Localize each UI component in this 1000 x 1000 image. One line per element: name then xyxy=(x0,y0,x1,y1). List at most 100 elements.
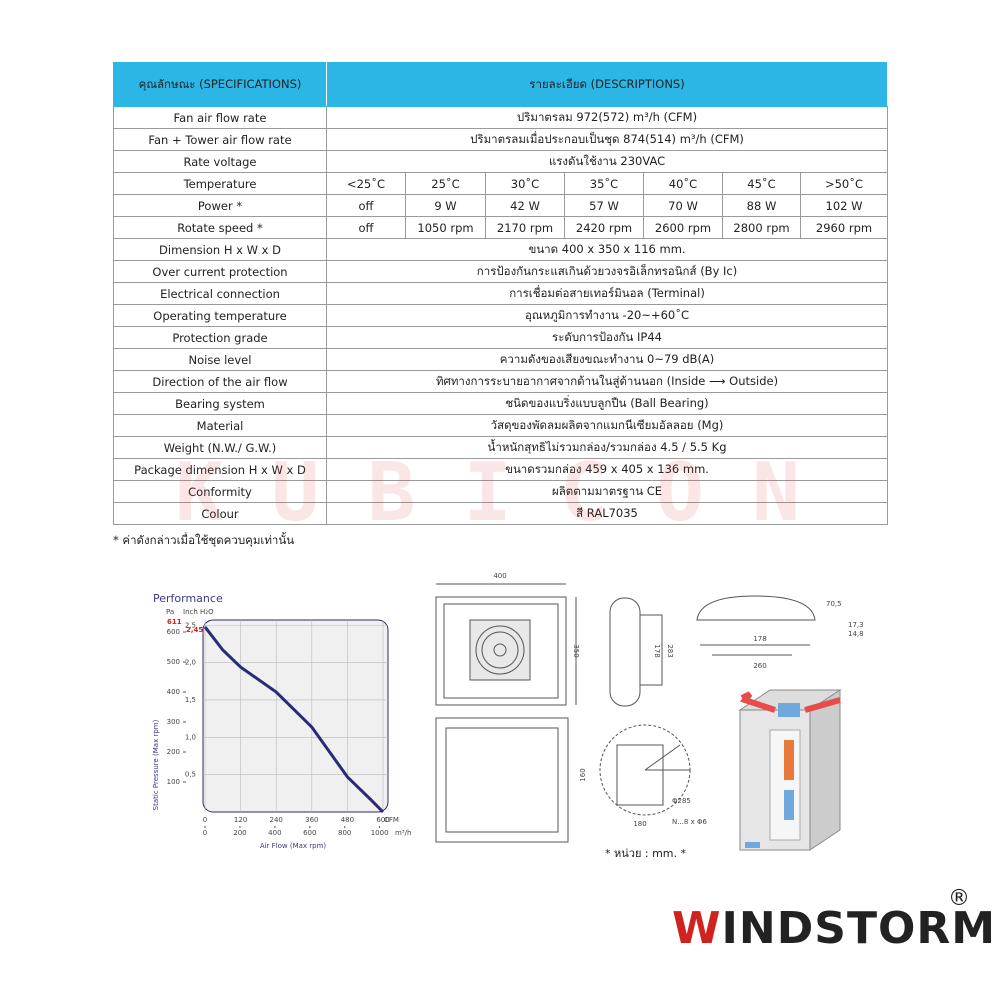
value-cell: 30˚C xyxy=(485,172,565,195)
dim-label: 160 xyxy=(579,768,587,781)
dim-label: 178 xyxy=(753,635,766,643)
row-label: Protection grade xyxy=(113,326,327,349)
brand-logo: WINDSTORM xyxy=(672,903,997,954)
table-row: Material วัสดุของพัดลมผลิตจากแมกนีเซียมอั… xyxy=(113,414,889,437)
value-cell: 2420 rpm xyxy=(564,216,644,239)
row-label: Colour xyxy=(113,502,327,525)
spec-table: คุณลักษณะ (SPECIFICATIONS) รายละเอียด (DE… xyxy=(113,62,889,525)
y-axis-label: Static Pressure (Max rpm) xyxy=(152,719,160,810)
y-tick-label: 200 xyxy=(167,748,180,756)
table-row: Bearing system ชนิดของแบริ่งแบบลูกปืน (Ba… xyxy=(113,392,889,415)
table-row: Colour สี RAL7035 xyxy=(113,502,889,525)
unit-cfm: CFM xyxy=(384,816,399,824)
unit-pa: Pa xyxy=(166,608,174,616)
table-row: Operating temperature อุณหภูมิการทำงาน -2… xyxy=(113,304,889,327)
brand-mark: ® xyxy=(948,886,970,911)
description-cell: วัสดุของพัดลมผลิตจากแมกนีเซียมอัลลอย (Mg… xyxy=(325,414,889,437)
dim-label: 180 xyxy=(633,820,646,828)
value-cell: 2170 rpm xyxy=(485,216,565,239)
dim-label: 178 xyxy=(653,644,661,657)
performance-curve xyxy=(203,625,385,814)
max-inch: 2,45 xyxy=(186,626,203,634)
unit-inch: Inch H₂O xyxy=(183,608,214,616)
row-label: Conformity xyxy=(113,480,327,503)
table-row: Conformity ผลิตตามมาตรฐาน CE xyxy=(113,480,889,503)
cabinet-illustration xyxy=(738,689,842,851)
table-row: Dimension H x W x D ขนาด 400 x 350 x 116 … xyxy=(113,238,889,261)
header-cell: คุณลักษณะ (SPECIFICATIONS) xyxy=(113,62,327,107)
dim-label: N...8 x Φ6 xyxy=(672,818,707,826)
y2-tick-label: 1,5 xyxy=(185,696,196,704)
row-label: Operating temperature xyxy=(113,304,327,327)
x-axis-label: Air Flow (Max rpm) xyxy=(260,842,327,850)
dim-label: 14,8 xyxy=(848,630,864,638)
description-cell: ผลิตตามมาตรฐาน CE xyxy=(325,480,889,503)
y2-tick-label: 2,0 xyxy=(185,659,196,667)
dim-label: 283 xyxy=(666,644,674,657)
x-tick-label: 0 xyxy=(203,816,207,824)
y2-tick-label: 0,5 xyxy=(185,771,196,779)
table-row: Rotate speed * off 1050 rpm 2170 rpm 2420 rp… xyxy=(113,216,889,239)
description-cell: ความดังของเสียงขณะทำงาน 0~79 dB(A) xyxy=(325,348,889,371)
table-row: Noise level ความดังของเสียงขณะทำงาน 0~79 … xyxy=(113,348,889,371)
description-cell: ทิศทางการระบายอากาศจากด้านในสู่ด้านนอก (… xyxy=(325,370,889,393)
x-tick-label: 240 xyxy=(270,816,283,824)
y2-tick-label: 2,5 xyxy=(185,621,196,629)
description-cell: ปริมาตรลม 972(572) m³/h (CFM) xyxy=(325,106,889,129)
value-cell: off xyxy=(326,216,406,239)
dim-label: Φ285 xyxy=(672,797,691,805)
description-cell: ขนาด 400 x 350 x 116 mm. xyxy=(325,238,889,261)
table-row: คุณลักษณะ (SPECIFICATIONS) รายละเอียด (DE… xyxy=(113,62,889,107)
table-row: Fan + Tower air flow rate ปริมาตรลมเมื่อป… xyxy=(113,128,889,151)
chart-title: Performance xyxy=(153,592,223,605)
dim-label: 400 xyxy=(493,572,506,580)
performance-chart: Performance Pa Inch H₂O 611 2,45 Static … xyxy=(152,592,411,850)
max-pa: 611 xyxy=(167,618,182,626)
dim-label: 70,5 xyxy=(826,600,842,608)
row-label: Rate voltage xyxy=(113,150,327,173)
dim-label: 17,3 xyxy=(848,621,864,629)
x2-tick-label: 200 xyxy=(233,829,246,837)
y2-tick-label: 1,0 xyxy=(185,733,196,741)
row-label: Fan air flow rate xyxy=(113,106,327,129)
row-label: Fan + Tower air flow rate xyxy=(113,128,327,151)
x2-tick-label: 800 xyxy=(338,829,351,837)
y-tick-label: 100 xyxy=(167,778,180,786)
table-row: Weight (N.W./ G.W.) น้ำหนักสุทธิไม่รวมกล่… xyxy=(113,436,889,459)
table-row: Fan air flow rate ปริมาตรลม 972(572) m³/h… xyxy=(113,106,889,129)
unit-m3h: m³/h xyxy=(395,829,411,837)
value-cell: 102 W xyxy=(799,194,889,217)
value-cell: 2600 rpm xyxy=(643,216,723,239)
x2-tick-label: 0 xyxy=(203,829,207,837)
x2-tick-label: 600 xyxy=(303,829,316,837)
unit-note: * หน่วย : mm. * xyxy=(605,847,687,860)
x-tick-label: 600 xyxy=(376,816,389,824)
x-tick-label: 360 xyxy=(305,816,318,824)
plot-area xyxy=(202,619,389,813)
x-tick-label: 120 xyxy=(234,816,247,824)
y-tick-label: 300 xyxy=(167,718,180,726)
table-row: Rate voltage แรงดันใช้งาน 230VAC xyxy=(113,150,889,173)
row-label: Dimension H x W x D xyxy=(113,238,327,261)
footnote: * ค่าดังกล่าวเมื่อใช้ชุดควบคุมเท่านั้น xyxy=(113,533,295,547)
y-tick-label: 500 xyxy=(167,658,180,666)
description-cell: ขนาดรวมกล่อง 459 x 405 x 136 mm. xyxy=(325,458,889,481)
description-cell: น้ำหนักสุทธิไม่รวมกล่อง/รวมกล่อง 4.5 / 5… xyxy=(325,436,889,459)
row-label: Bearing system xyxy=(113,392,327,415)
dim-label: 350 xyxy=(572,644,580,657)
watermark: KUBICON xyxy=(175,446,849,539)
header-cell: รายละเอียด (DESCRIPTIONS) xyxy=(325,62,889,107)
x2-tick-label: 400 xyxy=(268,829,281,837)
value-cell: >50˚C xyxy=(799,172,889,195)
value-cell: <25˚C xyxy=(326,172,406,195)
front-view xyxy=(435,583,816,843)
table-row: Protection grade ระดับการป้องกัน IP44 xyxy=(113,326,889,349)
x2-tick-label: 1000 xyxy=(371,829,389,837)
x-tick-label: 480 xyxy=(341,816,354,824)
y-tick-label: 600 xyxy=(167,628,180,636)
dim-label: 260 xyxy=(753,662,766,670)
description-cell: สี RAL7035 xyxy=(325,502,889,525)
table-row: Package dimension H x W x D ขนาดรวมกล่อง … xyxy=(113,458,889,481)
